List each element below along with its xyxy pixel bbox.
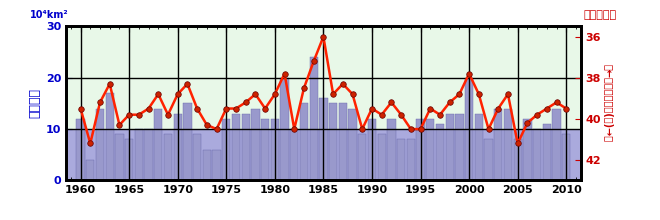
Bar bbox=[465, 78, 473, 180]
Bar bbox=[368, 119, 376, 180]
Bar bbox=[523, 119, 531, 180]
Bar bbox=[339, 103, 347, 180]
Bar bbox=[329, 103, 337, 180]
Bar bbox=[174, 114, 182, 180]
Bar bbox=[280, 78, 288, 180]
Bar bbox=[96, 108, 104, 180]
Bar bbox=[271, 119, 279, 180]
Bar bbox=[513, 139, 522, 180]
Bar bbox=[251, 108, 259, 180]
Y-axis label: 北←平均南限位置(度)→南: 北←平均南限位置(度)→南 bbox=[603, 64, 612, 143]
Bar bbox=[348, 108, 356, 180]
Text: 10⁴km²: 10⁴km² bbox=[30, 10, 69, 20]
Bar bbox=[290, 129, 298, 180]
Bar bbox=[242, 114, 250, 180]
Bar bbox=[562, 134, 570, 180]
Bar bbox=[222, 119, 230, 180]
Bar bbox=[164, 134, 172, 180]
Bar bbox=[213, 150, 220, 180]
Bar bbox=[552, 108, 560, 180]
Bar bbox=[436, 124, 444, 180]
Bar bbox=[484, 139, 492, 180]
Bar bbox=[455, 114, 463, 180]
Bar bbox=[387, 119, 395, 180]
Bar bbox=[533, 129, 541, 180]
Bar bbox=[66, 26, 581, 129]
Bar bbox=[397, 139, 405, 180]
Bar bbox=[378, 134, 386, 180]
Bar bbox=[358, 134, 366, 180]
Text: 北緯（度）: 北緯（度） bbox=[583, 10, 617, 20]
Y-axis label: 平均面積: 平均面積 bbox=[28, 88, 42, 118]
Bar bbox=[193, 134, 201, 180]
Bar bbox=[203, 150, 211, 180]
Bar bbox=[504, 108, 512, 180]
Bar bbox=[145, 129, 152, 180]
Bar bbox=[407, 139, 415, 180]
Bar bbox=[261, 119, 269, 180]
Bar bbox=[300, 103, 308, 180]
Bar bbox=[494, 108, 502, 180]
Bar bbox=[319, 98, 327, 180]
Bar bbox=[446, 114, 454, 180]
Bar bbox=[135, 129, 143, 180]
Bar bbox=[154, 108, 162, 180]
Bar bbox=[77, 119, 84, 180]
Bar bbox=[310, 57, 318, 180]
Bar bbox=[125, 139, 133, 180]
Bar bbox=[183, 103, 191, 180]
Bar bbox=[426, 119, 434, 180]
Bar bbox=[416, 119, 424, 180]
Bar bbox=[66, 26, 581, 180]
Bar bbox=[115, 134, 123, 180]
Bar bbox=[232, 114, 240, 180]
Bar bbox=[475, 114, 483, 180]
Bar bbox=[543, 124, 551, 180]
Bar bbox=[86, 160, 94, 180]
Bar bbox=[106, 93, 114, 180]
